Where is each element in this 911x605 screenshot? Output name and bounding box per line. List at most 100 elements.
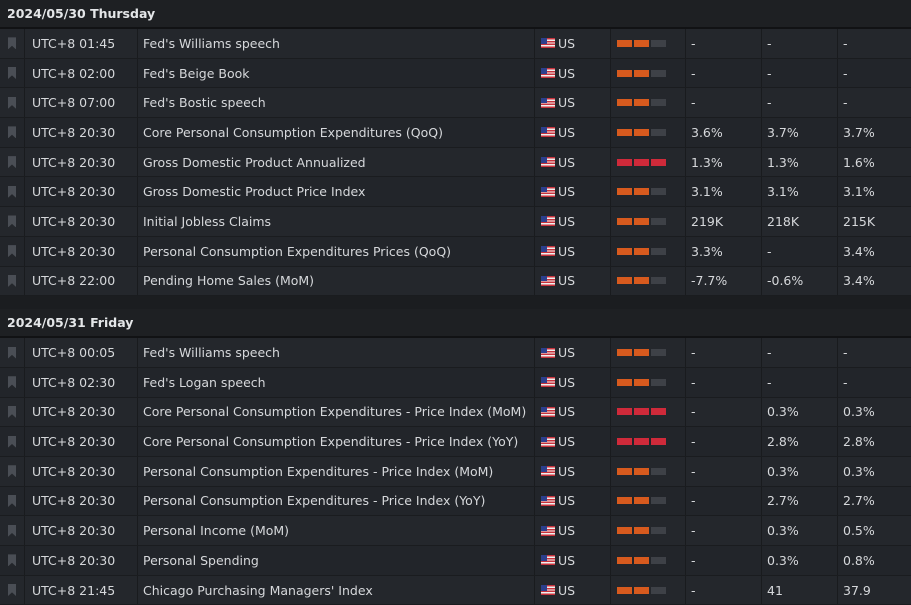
event-row[interactable]: UTC+8 20:30 Initial Jobless Claims US 21…	[0, 207, 911, 237]
country-cell: US	[535, 338, 611, 367]
bookmark-icon[interactable]	[8, 274, 16, 287]
event-row[interactable]: UTC+8 02:00 Fed's Beige Book US - - -	[0, 58, 911, 89]
bookmark-cell[interactable]	[0, 367, 25, 397]
event-name[interactable]: Personal Consumption Expenditures - Pric…	[138, 486, 535, 516]
event-row[interactable]: UTC+8 20:30 Personal Consumption Expendi…	[0, 486, 911, 517]
event-row[interactable]: UTC+8 20:30 Personal Spending US - 0.3% …	[0, 546, 911, 576]
us-flag-icon	[541, 246, 555, 257]
bookmark-cell[interactable]	[0, 118, 25, 147]
importance-bar	[617, 158, 632, 166]
bookmark-icon[interactable]	[8, 37, 16, 50]
previous-value: 2.8%	[843, 434, 875, 450]
importance-indicator	[611, 546, 686, 575]
previous-value: 0.8%	[843, 552, 875, 568]
bookmark-icon[interactable]	[8, 346, 16, 359]
event-row[interactable]: UTC+8 20:30 Gross Domestic Product Price…	[0, 177, 911, 208]
importance-bar	[651, 556, 666, 564]
bookmark-cell[interactable]	[0, 546, 25, 575]
event-row[interactable]: UTC+8 20:30 Personal Consumption Expendi…	[0, 456, 911, 487]
event-name[interactable]: Gross Domestic Product Price Index	[138, 177, 535, 207]
bookmark-cell[interactable]	[0, 456, 25, 486]
bookmark-icon[interactable]	[8, 376, 16, 389]
previous-value: 3.7%	[843, 124, 875, 140]
bookmark-cell[interactable]	[0, 147, 25, 177]
importance-bar	[651, 438, 666, 446]
event-name[interactable]: Pending Home Sales (MoM)	[138, 266, 535, 296]
event-name[interactable]: Fed's Williams speech	[138, 29, 535, 58]
event-name[interactable]: Chicago Purchasing Managers' Index	[138, 575, 535, 605]
bookmark-icon[interactable]	[8, 465, 16, 478]
bookmark-icon[interactable]	[8, 156, 16, 169]
event-name[interactable]: Gross Domestic Product Annualized	[138, 147, 535, 177]
event-row[interactable]: UTC+8 20:30 Personal Consumption Expendi…	[0, 236, 911, 267]
event-name[interactable]: Personal Consumption Expenditures - Pric…	[138, 456, 535, 486]
day-header: 2024/05/30 Thursday	[0, 0, 911, 29]
bookmark-cell[interactable]	[0, 58, 25, 88]
event-name[interactable]: Core Personal Consumption Expenditures -…	[138, 397, 535, 427]
event-name[interactable]: Core Personal Consumption Expenditures -…	[138, 427, 535, 456]
bookmark-icon[interactable]	[8, 245, 16, 258]
bookmark-cell[interactable]	[0, 516, 25, 545]
bookmark-icon[interactable]	[8, 405, 16, 418]
event-name[interactable]: Personal Income (MoM)	[138, 516, 535, 545]
event-row[interactable]: UTC+8 00:05 Fed's Williams speech US - -…	[0, 338, 911, 368]
importance-bar	[634, 556, 649, 564]
event-row[interactable]: UTC+8 20:30 Core Personal Consumption Ex…	[0, 427, 911, 457]
us-flag-icon	[541, 68, 555, 79]
bookmark-icon[interactable]	[8, 67, 16, 80]
event-name[interactable]: Initial Jobless Claims	[138, 207, 535, 236]
event-time: UTC+8 20:30	[25, 486, 138, 516]
bookmark-cell[interactable]	[0, 177, 25, 207]
importance-bar	[617, 128, 632, 136]
event-row[interactable]: UTC+8 20:30 Gross Domestic Product Annua…	[0, 147, 911, 178]
event-time: UTC+8 02:00	[25, 58, 138, 88]
importance-bar	[651, 408, 666, 416]
event-name[interactable]: Fed's Beige Book	[138, 58, 535, 88]
bookmark-cell[interactable]	[0, 486, 25, 516]
event-row[interactable]: UTC+8 22:00 Pending Home Sales (MoM) US …	[0, 266, 911, 297]
event-name[interactable]: Fed's Bostic speech	[138, 88, 535, 118]
event-row[interactable]: UTC+8 02:30 Fed's Logan speech US - - -	[0, 367, 911, 398]
event-name[interactable]: Personal Consumption Expenditures Prices…	[138, 236, 535, 266]
importance-bar	[617, 497, 632, 505]
event-name[interactable]: Personal Spending	[138, 546, 535, 575]
bookmark-icon[interactable]	[8, 185, 16, 198]
bookmark-cell[interactable]	[0, 575, 25, 605]
bookmark-cell[interactable]	[0, 266, 25, 296]
event-name[interactable]: Fed's Williams speech	[138, 338, 535, 367]
event-row[interactable]: UTC+8 20:30 Core Personal Consumption Ex…	[0, 118, 911, 148]
bookmark-cell[interactable]	[0, 88, 25, 118]
importance-bar	[651, 247, 666, 255]
bookmark-icon[interactable]	[8, 554, 16, 567]
event-name[interactable]: Core Personal Consumption Expenditures (…	[138, 118, 535, 147]
bookmark-cell[interactable]	[0, 29, 25, 58]
event-time: UTC+8 02:30	[25, 367, 138, 397]
event-name[interactable]: Fed's Logan speech	[138, 367, 535, 397]
bookmark-cell[interactable]	[0, 207, 25, 236]
bookmark-icon[interactable]	[8, 494, 16, 507]
importance-indicator	[611, 266, 686, 296]
country-cell: US	[535, 427, 611, 456]
country-code: US	[558, 523, 576, 539]
bookmark-icon[interactable]	[8, 126, 16, 139]
forecast-value: 2.8%	[762, 427, 838, 456]
bookmark-icon[interactable]	[8, 215, 16, 228]
event-row[interactable]: UTC+8 01:45 Fed's Williams speech US - -…	[0, 29, 911, 59]
bookmark-icon[interactable]	[8, 524, 16, 537]
bookmark-icon[interactable]	[8, 435, 16, 448]
bookmark-cell[interactable]	[0, 397, 25, 427]
event-row[interactable]: UTC+8 07:00 Fed's Bostic speech US - - -	[0, 88, 911, 119]
event-row[interactable]: UTC+8 21:45 Chicago Purchasing Managers'…	[0, 575, 911, 605]
previous-value: 1.6%	[843, 154, 875, 170]
bookmark-icon[interactable]	[8, 96, 16, 109]
event-time: UTC+8 20:30	[25, 397, 138, 427]
importance-bar	[651, 39, 666, 47]
event-row[interactable]: UTC+8 20:30 Personal Income (MoM) US - 0…	[0, 516, 911, 546]
country-code: US	[558, 273, 576, 289]
event-row[interactable]: UTC+8 20:30 Core Personal Consumption Ex…	[0, 397, 911, 428]
bookmark-cell[interactable]	[0, 427, 25, 456]
bookmark-icon[interactable]	[8, 584, 16, 597]
forecast-value: 0.3%	[762, 516, 838, 545]
bookmark-cell[interactable]	[0, 236, 25, 266]
bookmark-cell[interactable]	[0, 338, 25, 367]
